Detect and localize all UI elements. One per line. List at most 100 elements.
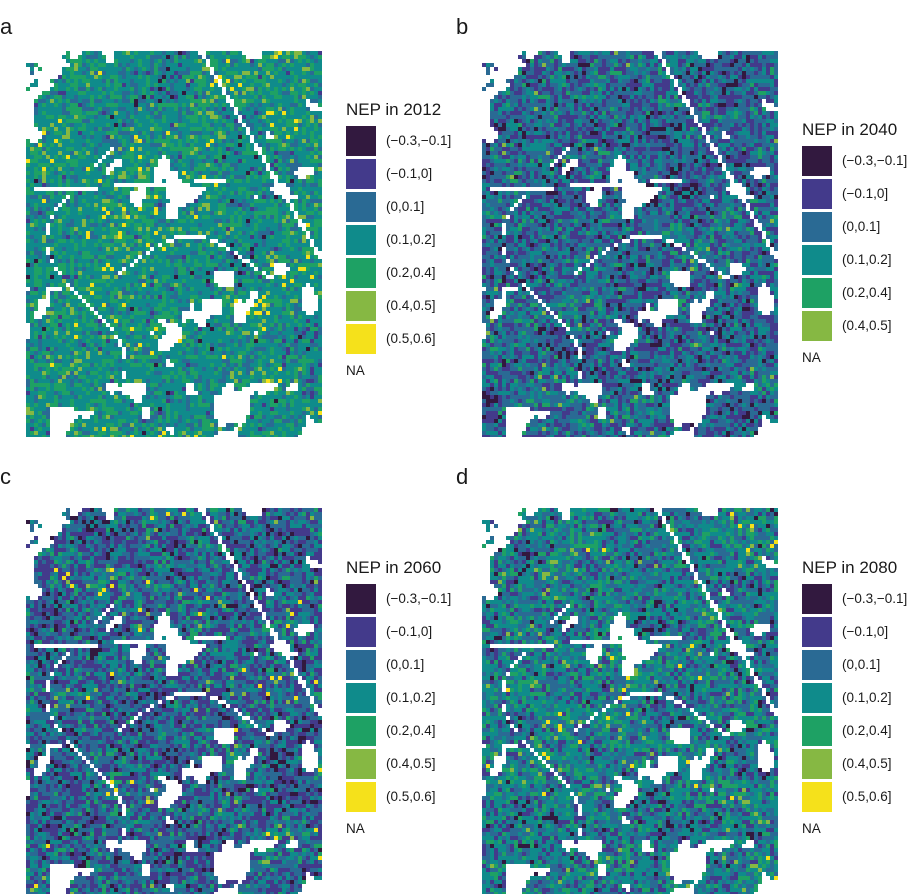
legend-item: (0.4,0.5] (802, 311, 902, 344)
legend-label: (−0.1,0] (842, 624, 889, 639)
raster-class-1 (26, 508, 322, 894)
panel-c: c NEP in 2060 (−0.3,−0.1] (−0.1,0] (0,0.… (0, 466, 451, 894)
panel-a: a NEP in 2012 (−0.3,−0.1] (−0.1,0] (0,0.… (0, 16, 451, 440)
legend-swatch (346, 749, 376, 779)
legend-label: (−0.3,−0.1] (386, 591, 452, 606)
legend-swatch (346, 650, 376, 680)
legend-label: (0,0.1] (386, 657, 425, 672)
panel-d: d NEP in 2080 (−0.3,−0.1] (−0.1,0] (0,0.… (456, 466, 907, 894)
legend-item: (0.5,0.6] (346, 782, 446, 815)
legend-2060: NEP in 2060 (−0.3,−0.1] (−0.1,0] (0,0.1]… (346, 558, 451, 848)
legend-swatch (346, 126, 376, 156)
legend-item: (0,0.1] (346, 650, 446, 683)
legend-item: (0.5,0.6] (346, 324, 446, 357)
legend-label: (−0.1,0] (386, 624, 433, 639)
legend-item: (0,0.1] (802, 650, 902, 683)
legend-item: (−0.1,0] (346, 159, 446, 192)
raster-class-4 (482, 51, 778, 437)
legend-title: NEP in 2040 (802, 120, 898, 139)
legend-swatch (802, 782, 832, 812)
panel-letter: b (456, 14, 469, 39)
legend-items: (−0.3,−0.1] (−0.1,0] (0,0.1] (0.1,0.2] (… (802, 146, 907, 344)
legend-item: (−0.3,−0.1] (346, 584, 451, 617)
legend-label: (0.2,0.4] (386, 723, 436, 738)
legend-label: (0.1,0.2] (386, 232, 436, 247)
legend-label: (−0.1,0] (386, 166, 433, 181)
legend-label: (0.1,0.2] (842, 252, 892, 267)
nep-map-2040 (482, 51, 778, 437)
legend-swatch (802, 716, 832, 746)
legend-swatch (802, 311, 832, 341)
legend-swatch (346, 617, 376, 647)
legend-swatch (346, 159, 376, 189)
legend-label: (0.5,0.6] (842, 789, 892, 804)
legend-title: NEP in 2060 (346, 558, 442, 577)
legend-swatch (802, 245, 832, 275)
legend-label: (−0.1,0] (842, 186, 889, 201)
legend-item: (0,0.1] (346, 192, 446, 225)
legend-label: (0.4,0.5] (386, 298, 436, 313)
legend-label: (−0.3,−0.1] (842, 153, 908, 168)
legend-label: (0.2,0.4] (842, 723, 892, 738)
legend-label: (0.2,0.4] (386, 265, 436, 280)
legend-item: (0.4,0.5] (346, 291, 446, 324)
legend-swatch (802, 278, 832, 308)
legend-item-na: NA (802, 815, 902, 848)
raster-class-3 (482, 508, 778, 894)
legend-label: (0.1,0.2] (842, 690, 892, 705)
legend-item: (0.4,0.5] (802, 749, 902, 782)
legend-items: (−0.3,−0.1] (−0.1,0] (0,0.1] (0.1,0.2] (… (346, 126, 451, 357)
legend-label: (−0.3,−0.1] (386, 133, 452, 148)
legend-swatch (346, 192, 376, 222)
legend-items: (−0.3,−0.1] (−0.1,0] (0,0.1] (0.1,0.2] (… (346, 584, 451, 815)
legend-item: (−0.3,−0.1] (802, 146, 907, 179)
legend-item-na: NA (346, 357, 446, 390)
legend-label: (0.4,0.5] (842, 318, 892, 333)
legend-item: (−0.1,0] (802, 617, 902, 650)
legend-label: (0.5,0.6] (386, 789, 436, 804)
legend-swatch (802, 683, 832, 713)
raster-class-2 (482, 51, 778, 437)
legend-item: (0.2,0.4] (346, 716, 446, 749)
legend-swatch (346, 324, 376, 354)
raster-class-4 (482, 508, 778, 894)
legend-label: (0,0.1] (386, 199, 425, 214)
raster-class-3 (482, 51, 778, 437)
raster-class-3 (26, 51, 322, 437)
panel-letter: d (456, 464, 469, 489)
legend-swatch (802, 617, 832, 647)
legend-swatch (802, 212, 832, 242)
legend-label: (0,0.1] (842, 219, 881, 234)
legend-label: (0.2,0.4] (842, 285, 892, 300)
legend-label: (0,0.1] (842, 657, 881, 672)
legend-na-label: NA (346, 821, 365, 836)
legend-item-na: NA (346, 815, 446, 848)
legend-item: (0.2,0.4] (346, 258, 446, 291)
legend-swatch (802, 749, 832, 779)
legend-title: NEP in 2080 (802, 558, 898, 577)
legend-swatch (802, 146, 832, 176)
legend-swatch (802, 179, 832, 209)
legend-swatch (346, 584, 376, 614)
legend-item: (−0.3,−0.1] (346, 126, 451, 159)
legend-swatch (346, 716, 376, 746)
legend-2040: NEP in 2040 (−0.3,−0.1] (−0.1,0] (0,0.1]… (802, 120, 907, 377)
legend-swatch (346, 291, 376, 321)
panel-letter: a (0, 14, 13, 39)
legend-item-na: NA (802, 344, 902, 377)
legend-item: (0.4,0.5] (346, 749, 446, 782)
legend-label: (0.1,0.2] (386, 690, 436, 705)
nep-map-2080 (482, 508, 778, 894)
legend-swatch (346, 225, 376, 255)
raster-class-2 (482, 508, 778, 894)
legend-swatch (346, 782, 376, 812)
legend-na-label: NA (802, 821, 821, 836)
panel-b: b NEP in 2040 (−0.3,−0.1] (−0.1,0] (0,0.… (456, 16, 907, 440)
raster-class-3 (26, 508, 322, 894)
legend-item: (0.1,0.2] (346, 683, 446, 716)
legend-swatch (802, 650, 832, 680)
legend-item: (0.2,0.4] (802, 278, 902, 311)
legend-label: (0.4,0.5] (386, 756, 436, 771)
legend-2012: NEP in 2012 (−0.3,−0.1] (−0.1,0] (0,0.1]… (346, 100, 451, 390)
legend-2080: NEP in 2080 (−0.3,−0.1] (−0.1,0] (0,0.1]… (802, 558, 907, 848)
